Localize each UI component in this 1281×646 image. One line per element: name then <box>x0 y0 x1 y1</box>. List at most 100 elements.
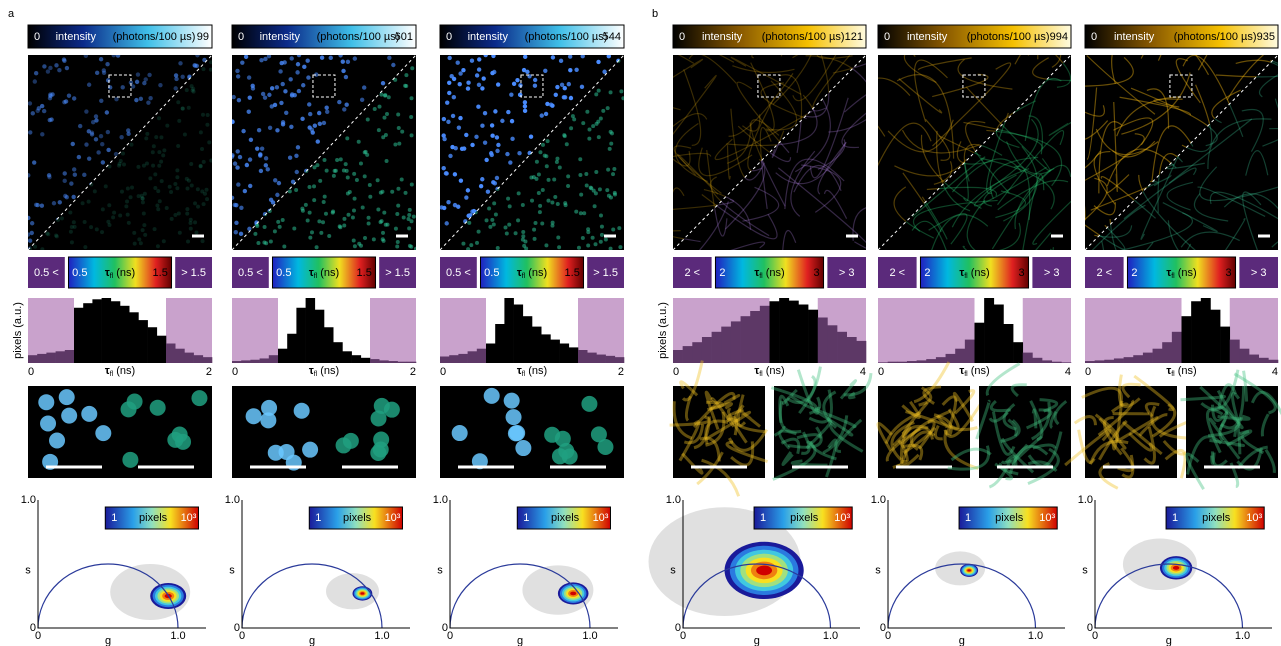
tau-label: τfl(ns) <box>959 267 989 280</box>
filament <box>618 104 680 121</box>
bead <box>475 73 479 77</box>
histogram-bar <box>798 305 808 364</box>
bead <box>69 181 73 185</box>
bead <box>552 178 556 182</box>
tau-unit: (ns) <box>320 365 339 377</box>
bead <box>248 95 252 99</box>
bead <box>537 172 541 176</box>
bead <box>89 225 93 229</box>
histogram-ylabel: pixels (a.u.) <box>657 302 669 359</box>
bead <box>104 184 108 188</box>
bead <box>78 124 82 128</box>
bead <box>26 216 30 220</box>
bead <box>466 86 470 90</box>
bead <box>612 167 616 171</box>
bead <box>516 218 520 222</box>
bead <box>69 230 73 234</box>
bead <box>445 221 449 225</box>
bead <box>397 126 401 130</box>
bead <box>496 82 500 86</box>
bead <box>195 53 199 57</box>
bead <box>544 112 548 116</box>
bead <box>506 110 510 114</box>
colorbar-unit: (photons/100 µs) <box>762 31 845 43</box>
bead <box>322 121 326 125</box>
bead <box>116 53 120 57</box>
bead <box>101 207 105 211</box>
bead <box>311 130 315 134</box>
histogram-bar <box>269 355 279 363</box>
bead <box>144 77 148 81</box>
histogram-bar <box>907 361 917 363</box>
bead <box>187 106 191 110</box>
bead <box>312 184 316 188</box>
bead <box>550 200 554 204</box>
lifetime-min: 2 <box>1131 267 1137 279</box>
zoom-bead <box>268 445 284 461</box>
histogram-bar <box>175 349 185 363</box>
histogram-bar <box>398 362 408 363</box>
bead <box>130 185 134 189</box>
bead <box>135 80 139 84</box>
histogram-bar <box>250 360 260 363</box>
bead <box>407 226 411 230</box>
bead <box>83 220 87 224</box>
bead <box>547 178 551 182</box>
bead <box>396 204 400 208</box>
bead <box>306 219 310 223</box>
bead <box>495 149 499 153</box>
bead <box>300 207 304 211</box>
bead <box>240 60 244 64</box>
bead <box>26 173 30 177</box>
phasor-xlabel: g <box>1166 635 1172 646</box>
zoom-bead <box>384 402 400 418</box>
bead <box>316 139 320 143</box>
bead <box>262 241 266 245</box>
lifetime-below-label: 2 < <box>684 267 700 279</box>
histogram-bar <box>260 358 270 363</box>
bead <box>185 88 189 92</box>
bead <box>469 243 473 247</box>
bead <box>65 66 69 70</box>
histogram-bar <box>56 351 66 363</box>
pixels-min: 1 <box>760 512 766 524</box>
bead <box>403 84 407 88</box>
bead <box>579 211 583 215</box>
bead <box>512 82 516 86</box>
bead <box>414 247 418 251</box>
bead <box>178 61 182 65</box>
bead <box>275 85 279 89</box>
histogram-bar <box>779 298 789 363</box>
bead <box>34 203 38 207</box>
zoom-image <box>1181 370 1281 489</box>
bead <box>344 162 348 166</box>
bead <box>148 96 152 100</box>
bead <box>534 221 538 225</box>
bead <box>67 94 71 98</box>
bead <box>446 200 450 204</box>
bead <box>523 109 527 113</box>
histogram-bar <box>504 298 514 363</box>
zoom-bead <box>260 412 276 428</box>
bead <box>580 85 584 89</box>
bead <box>515 78 519 82</box>
bead <box>201 239 205 243</box>
bead <box>618 245 622 249</box>
bead <box>90 130 94 134</box>
histogram-tick: 4 <box>1065 366 1071 378</box>
bead <box>327 234 331 238</box>
bead <box>263 225 267 229</box>
bead <box>373 107 377 111</box>
phasor-cloud <box>570 592 576 596</box>
bead <box>378 105 382 109</box>
bead <box>129 143 133 147</box>
bead <box>523 239 527 243</box>
zoom-bead <box>294 403 310 419</box>
bead <box>33 79 37 83</box>
bead <box>199 130 203 134</box>
bead <box>202 160 206 164</box>
bead <box>607 54 611 58</box>
bead <box>251 84 255 88</box>
lifetime-below-label: 2 < <box>889 267 905 279</box>
bead <box>595 122 599 126</box>
